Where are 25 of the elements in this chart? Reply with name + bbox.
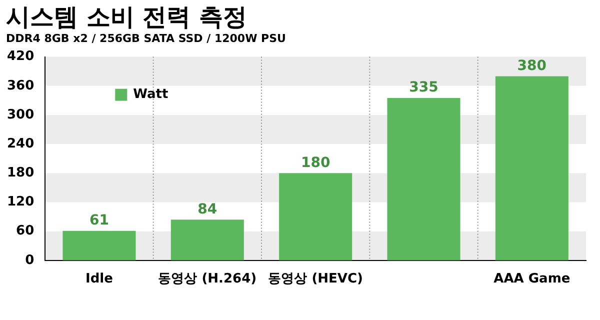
- data-label: 61: [89, 212, 109, 228]
- y-tick-label: 0: [25, 252, 34, 268]
- y-tick-label: 60: [16, 224, 34, 239]
- bar: [62, 230, 136, 260]
- chart-title: 시스템 소비 전력 측정: [6, 2, 248, 32]
- bar: [279, 173, 352, 260]
- data-label: 380: [517, 58, 547, 74]
- x-tick-label: Idle: [86, 272, 114, 287]
- x-tick-label: 동영상 (HEVC): [268, 272, 363, 287]
- bar: [495, 76, 568, 260]
- legend-label: Watt: [133, 87, 168, 102]
- chart-subtitle: DDR4 8GB x2 / 256GB SATA SSD / 1200W PSU: [6, 32, 287, 46]
- y-tick-label: 420: [6, 49, 34, 64]
- y-tick-label: 120: [6, 194, 34, 210]
- bar: [170, 220, 244, 260]
- y-tick-label: 300: [6, 107, 34, 122]
- x-tick-label: AAA Game: [494, 272, 570, 287]
- y-tick-label: 240: [6, 136, 34, 152]
- data-label: 180: [300, 154, 330, 171]
- bar: [387, 98, 460, 260]
- x-tick-label: 동영상 (H.264): [158, 272, 257, 287]
- y-tick-label: 180: [6, 166, 34, 181]
- y-tick-label: 360: [6, 78, 34, 94]
- data-label: 84: [198, 201, 218, 218]
- data-label: 335: [409, 80, 438, 96]
